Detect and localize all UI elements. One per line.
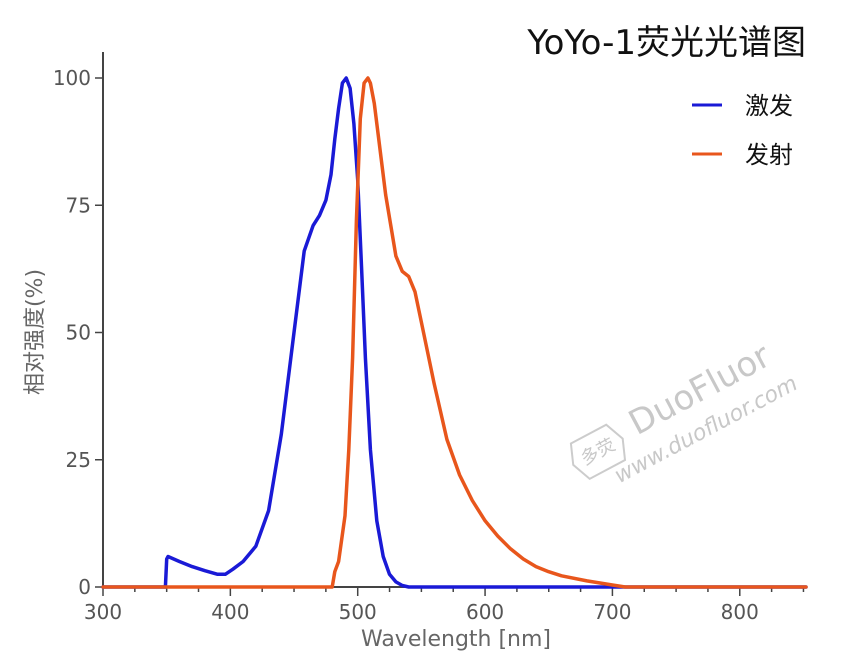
y-tick-label: 25 xyxy=(66,448,91,472)
y-axis-title: 相对强度(%) xyxy=(23,269,48,395)
x-tick-label: 400 xyxy=(211,600,249,624)
y-ticks: 0 25 50 75 100 xyxy=(53,66,103,599)
x-axis-title: Wavelength [nm] xyxy=(361,627,551,652)
x-tick-label: 500 xyxy=(339,600,377,624)
y-tick-label: 75 xyxy=(66,193,91,217)
chart-title: YoYo-1荧光光谱图 xyxy=(526,23,806,63)
x-tick-label: 600 xyxy=(466,600,504,624)
legend-label-1: 激发 xyxy=(745,92,793,120)
legend-label-2: 发射 xyxy=(745,141,793,169)
x-tick-label: 300 xyxy=(84,600,122,624)
series-line-1 xyxy=(101,76,808,589)
x-tick-label: 800 xyxy=(721,600,759,624)
x-tick-label: 700 xyxy=(593,600,631,624)
y-tick-label: 50 xyxy=(66,321,91,345)
axes: 300 400 500 600 700 800 0 25 50 75 100 xyxy=(53,52,806,624)
watermark: 多荧 DuoFluor www.duofluor.com xyxy=(569,336,802,489)
series-group xyxy=(101,76,808,589)
series-line-2 xyxy=(101,76,808,589)
y-tick-label: 0 xyxy=(78,575,91,599)
x-ticks: 300 400 500 600 700 800 xyxy=(84,587,805,624)
y-tick-label: 100 xyxy=(53,66,91,90)
